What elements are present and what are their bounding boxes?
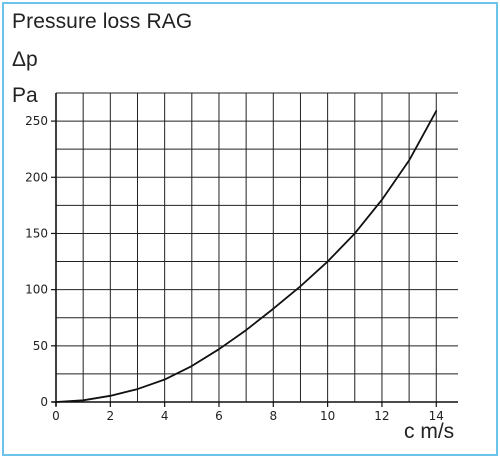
x-tick-label: 2	[107, 409, 115, 423]
grid	[56, 92, 458, 402]
x-axis-label: c m/s	[404, 420, 455, 443]
series-line-pressure-loss	[55, 110, 438, 403]
y-axis-label-unit: Pa	[12, 84, 38, 107]
x-tick-label: 6	[215, 409, 223, 423]
y-tick-label: 0	[40, 395, 48, 409]
x-tick-label: 14	[429, 409, 444, 423]
y-tick-label: 100	[25, 283, 48, 297]
y-tick-label: 50	[33, 339, 48, 353]
axes	[51, 93, 458, 407]
y-axis-label-symbol: Δp	[12, 48, 38, 71]
y-tick-label: 200	[25, 170, 48, 184]
series	[55, 110, 438, 403]
chart-title: Pressure loss RAG	[12, 10, 193, 33]
y-tick-label: 150	[25, 226, 48, 240]
tick-labels: 0 2 4 6 8 10 12 14 0 50 100 150 200 250	[25, 114, 444, 423]
x-tick-label: 12	[374, 409, 389, 423]
x-tick-label: 0	[52, 409, 60, 423]
x-tick-label: 8	[269, 409, 277, 423]
x-tick-label: 4	[161, 409, 169, 423]
y-tick-label: 250	[25, 114, 48, 128]
x-tick-label: 10	[320, 409, 335, 423]
